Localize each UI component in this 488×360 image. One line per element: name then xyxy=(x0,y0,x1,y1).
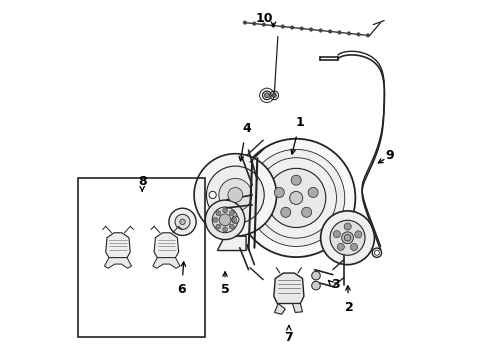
Circle shape xyxy=(329,220,364,255)
Polygon shape xyxy=(292,303,302,312)
Circle shape xyxy=(333,230,340,238)
Circle shape xyxy=(337,31,341,34)
Text: 3: 3 xyxy=(330,278,339,291)
Circle shape xyxy=(229,211,234,216)
Circle shape xyxy=(264,93,269,98)
Circle shape xyxy=(290,26,293,29)
Text: 10: 10 xyxy=(255,12,273,25)
Circle shape xyxy=(341,232,353,244)
Circle shape xyxy=(311,271,320,280)
Circle shape xyxy=(222,208,227,213)
Circle shape xyxy=(311,281,320,290)
Circle shape xyxy=(180,219,185,225)
Circle shape xyxy=(175,214,190,229)
Circle shape xyxy=(237,139,355,257)
Circle shape xyxy=(209,192,216,198)
Circle shape xyxy=(344,235,350,241)
Circle shape xyxy=(366,33,369,37)
Circle shape xyxy=(219,214,230,226)
Circle shape xyxy=(301,207,311,217)
Circle shape xyxy=(356,33,360,36)
Text: 8: 8 xyxy=(138,175,146,189)
Circle shape xyxy=(299,27,303,30)
Circle shape xyxy=(206,166,264,224)
Circle shape xyxy=(247,149,344,247)
Circle shape xyxy=(212,207,237,233)
Circle shape xyxy=(213,217,218,222)
Circle shape xyxy=(350,243,357,251)
Circle shape xyxy=(346,32,350,35)
Circle shape xyxy=(231,217,237,222)
Circle shape xyxy=(281,25,284,28)
Circle shape xyxy=(222,227,227,232)
Circle shape xyxy=(280,207,290,217)
Circle shape xyxy=(205,200,244,239)
Circle shape xyxy=(262,23,265,26)
Polygon shape xyxy=(153,258,180,268)
Circle shape xyxy=(274,188,284,198)
Circle shape xyxy=(271,93,276,98)
Polygon shape xyxy=(217,236,245,251)
Polygon shape xyxy=(154,233,178,258)
Circle shape xyxy=(354,231,361,238)
Circle shape xyxy=(327,30,331,33)
Circle shape xyxy=(243,21,246,24)
Circle shape xyxy=(318,29,322,32)
Circle shape xyxy=(215,224,221,229)
Circle shape xyxy=(168,208,196,235)
Circle shape xyxy=(290,175,301,185)
Polygon shape xyxy=(105,233,130,258)
Circle shape xyxy=(337,243,344,251)
Text: 9: 9 xyxy=(384,149,393,162)
Circle shape xyxy=(271,24,275,27)
Circle shape xyxy=(344,223,350,230)
Circle shape xyxy=(320,211,374,265)
Circle shape xyxy=(215,211,221,216)
Text: 4: 4 xyxy=(242,122,251,135)
Circle shape xyxy=(309,28,312,31)
Text: 6: 6 xyxy=(176,283,185,296)
Text: 2: 2 xyxy=(345,301,353,314)
Circle shape xyxy=(227,188,242,202)
Bar xyxy=(78,178,204,337)
Circle shape xyxy=(255,158,336,238)
Circle shape xyxy=(194,154,276,236)
Circle shape xyxy=(229,224,234,229)
Circle shape xyxy=(231,216,239,223)
Polygon shape xyxy=(273,273,304,303)
Text: 1: 1 xyxy=(295,116,304,129)
Text: 7: 7 xyxy=(284,331,293,344)
Circle shape xyxy=(252,22,256,26)
Circle shape xyxy=(266,168,325,228)
Text: 5: 5 xyxy=(220,283,229,296)
Circle shape xyxy=(289,192,302,204)
Circle shape xyxy=(219,179,251,211)
Circle shape xyxy=(307,188,318,198)
Polygon shape xyxy=(104,258,131,268)
Polygon shape xyxy=(274,303,285,314)
